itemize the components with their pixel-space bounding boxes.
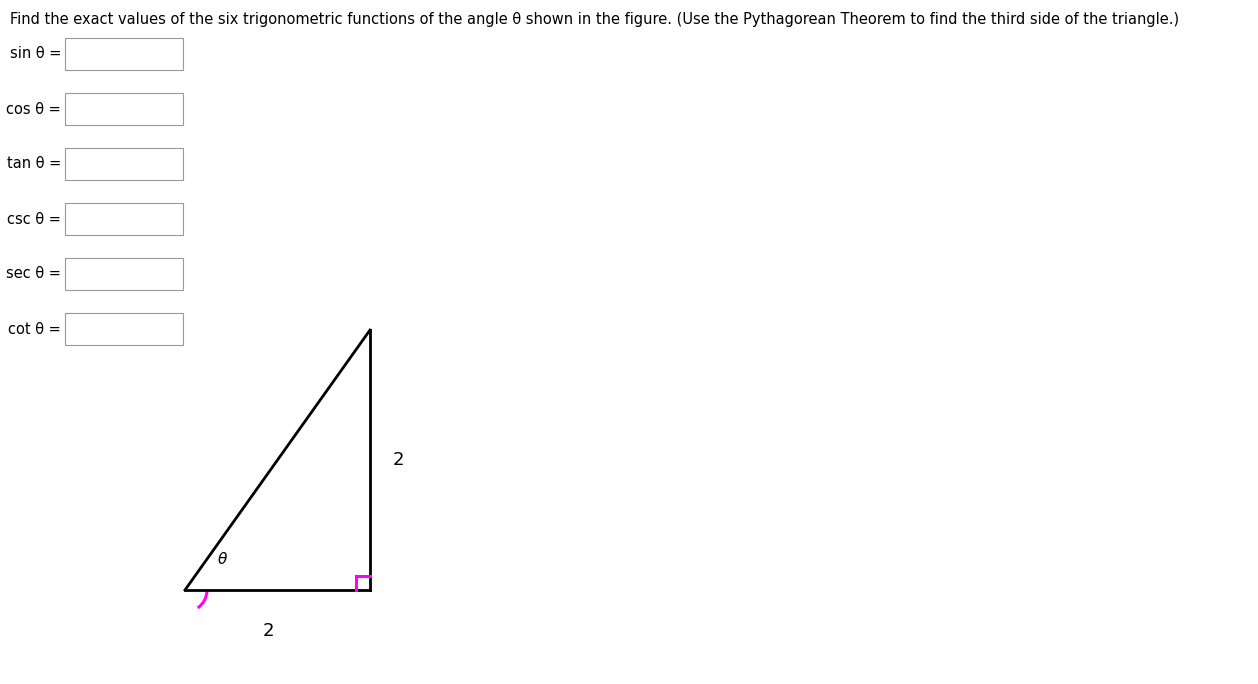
Text: cot θ =: cot θ =: [9, 321, 60, 337]
Bar: [65, 93, 182, 125]
Bar: [65, 203, 182, 235]
Text: sec θ =: sec θ =: [6, 267, 60, 282]
Bar: [65, 258, 182, 290]
Text: tan θ =: tan θ =: [6, 157, 60, 172]
Text: csc θ =: csc θ =: [8, 211, 60, 226]
Bar: [65, 313, 182, 345]
Text: sin θ =: sin θ =: [10, 47, 60, 62]
Text: 2: 2: [262, 622, 274, 640]
Text: 2: 2: [392, 451, 405, 469]
Text: θ: θ: [218, 553, 228, 568]
Text: cos θ =: cos θ =: [6, 101, 60, 116]
Text: Find the exact values of the six trigonometric functions of the angle θ shown in: Find the exact values of the six trigono…: [10, 12, 1179, 27]
Bar: [65, 148, 182, 180]
Bar: [65, 38, 182, 70]
